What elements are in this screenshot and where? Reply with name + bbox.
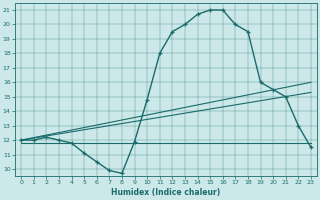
X-axis label: Humidex (Indice chaleur): Humidex (Indice chaleur) — [111, 188, 221, 197]
